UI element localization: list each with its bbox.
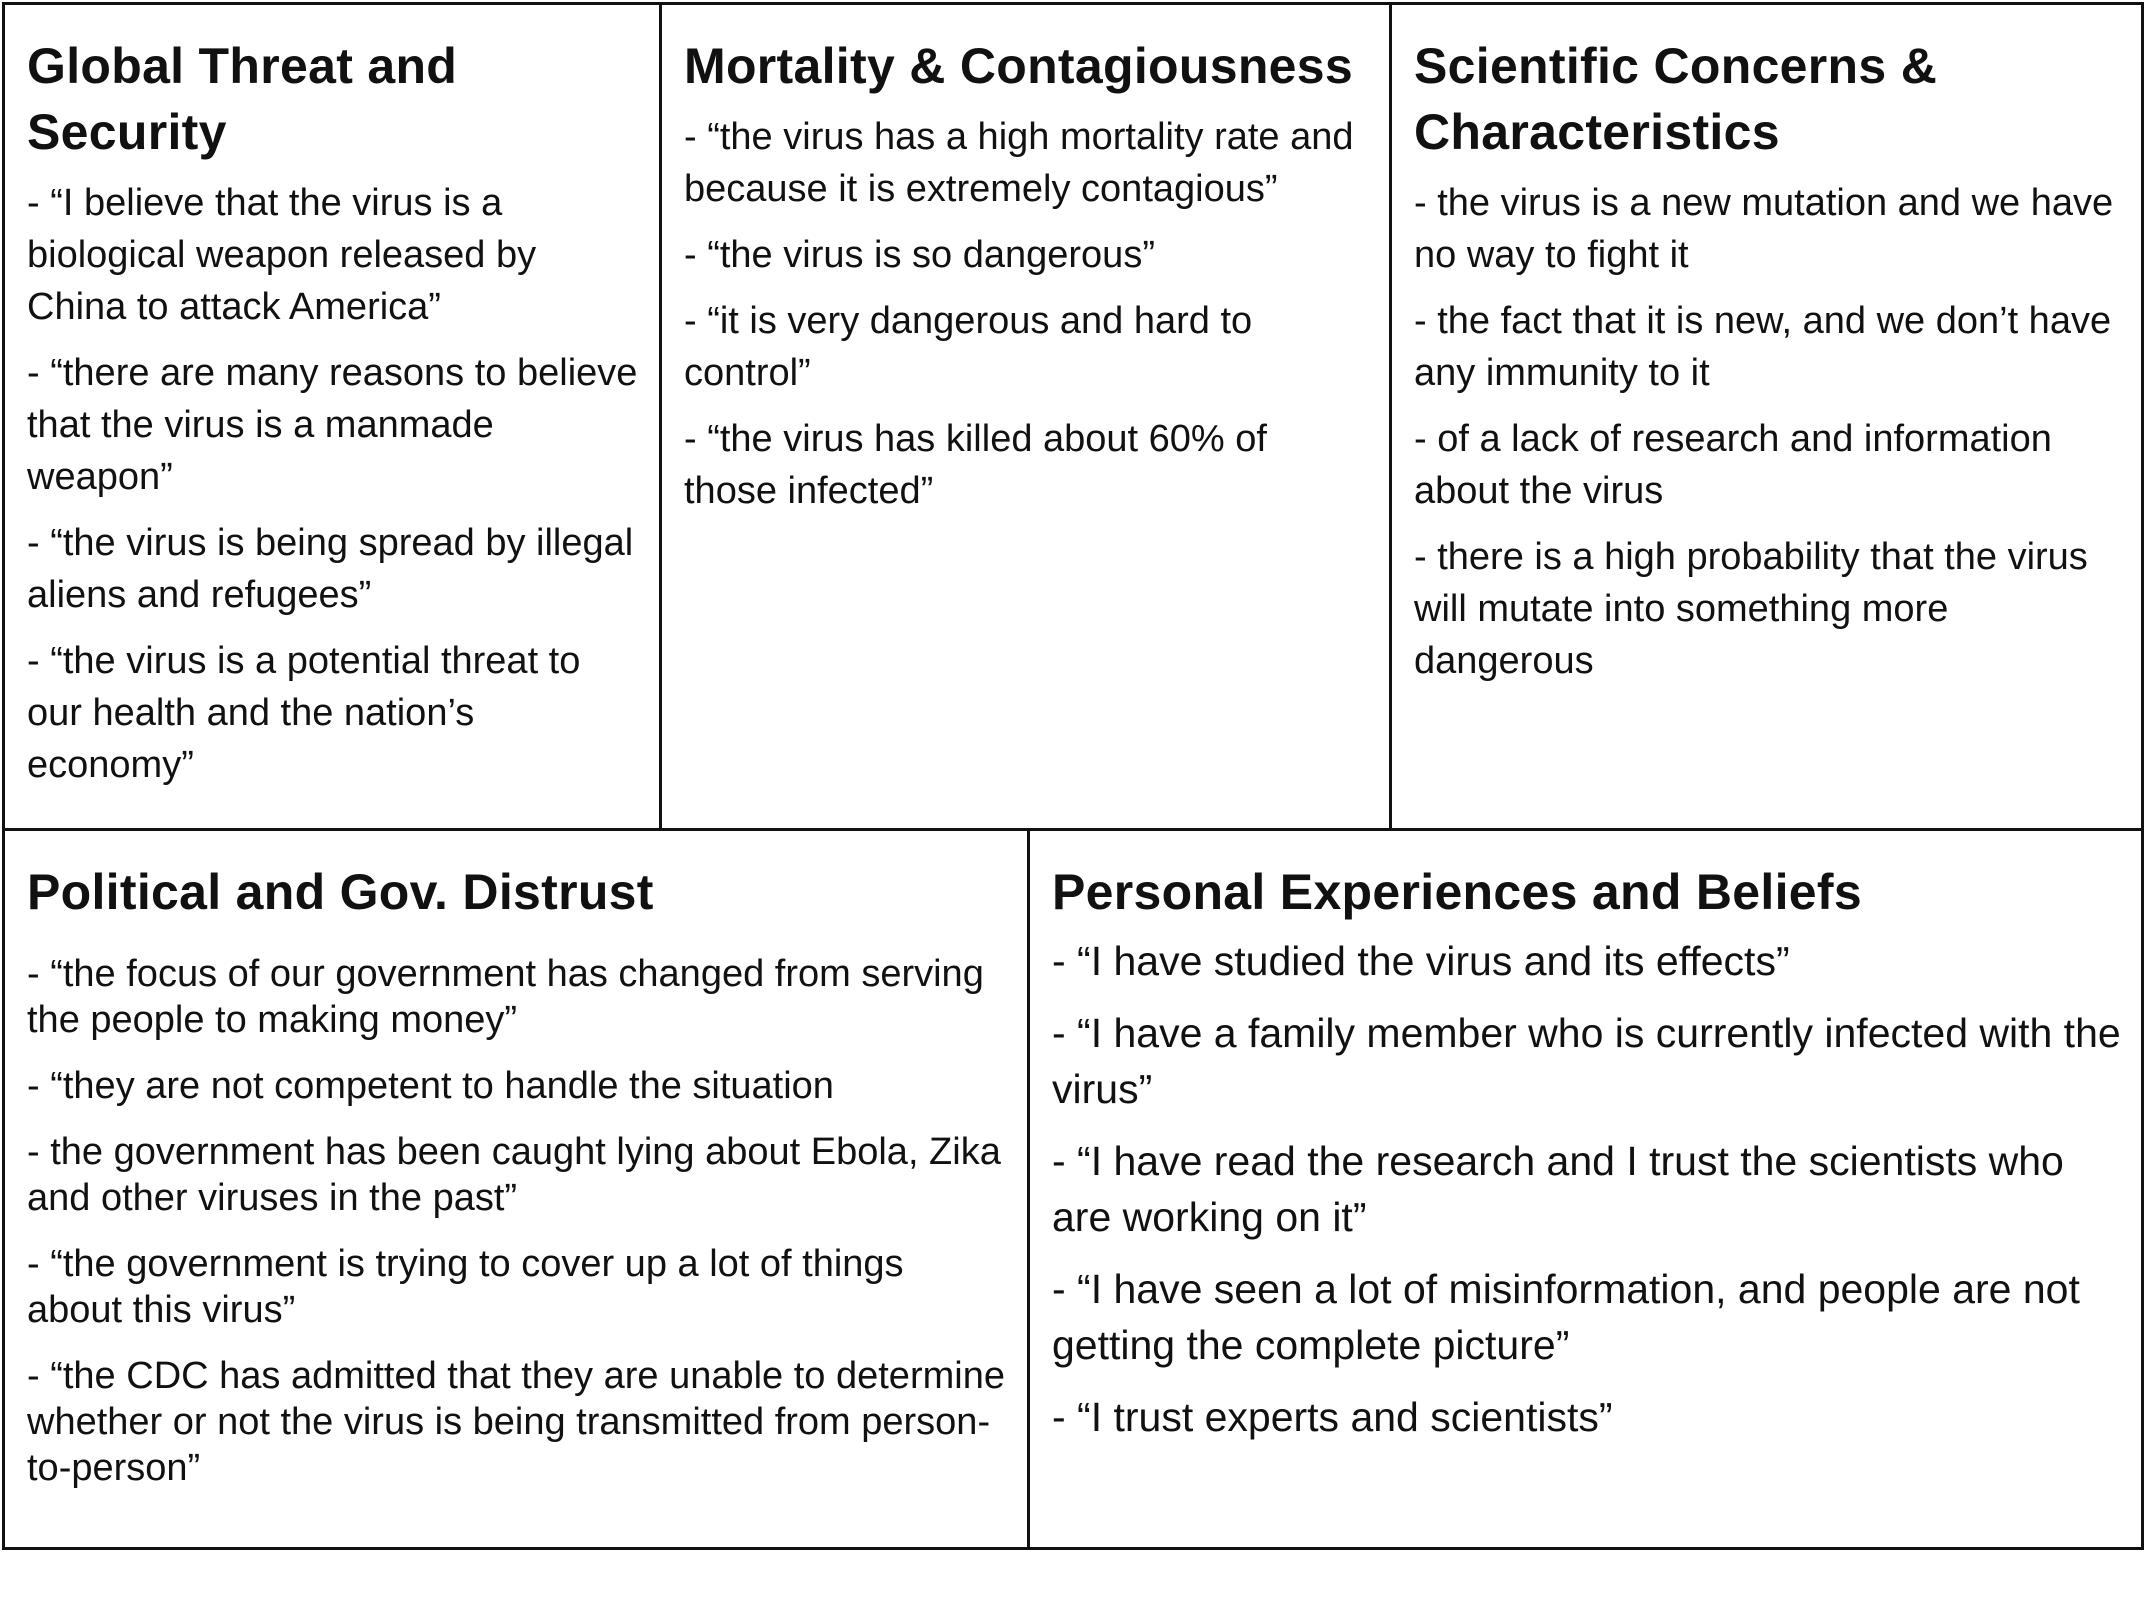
panel-political-distrust: Political and Gov. Distrust - “the focus… xyxy=(5,831,1027,1547)
quote-list: - “the focus of our government has chang… xyxy=(27,951,1007,1491)
quote-item: - “there are many reasons to believe tha… xyxy=(27,352,638,498)
quote-list: - the virus is a new mutation and we hav… xyxy=(1414,177,2121,687)
quote-item: - “the virus is so dangerous” xyxy=(684,234,1155,276)
quote-item: - “I have read the research and I trust … xyxy=(1052,1138,2064,1240)
panel-title: Political and Gov. Distrust xyxy=(27,864,654,920)
quote-item: - the government has been caught lying a… xyxy=(27,1131,1001,1219)
quote-list: - “I have studied the virus and its effe… xyxy=(1052,933,2121,1445)
quote-item: - “it is very dangerous and hard to cont… xyxy=(684,300,1253,394)
panel-scientific-concerns: Scientific Concerns & Characteristics - … xyxy=(1389,5,2141,828)
quote-item: - there is a high probability that the v… xyxy=(1414,536,2088,682)
quote-item: - “the virus has a high mortality rate a… xyxy=(684,116,1354,210)
quote-item: - “I believe that the virus is a biologi… xyxy=(27,182,537,328)
quote-list: - “I believe that the virus is a biologi… xyxy=(27,177,639,791)
quote-item: - the virus is a new mutation and we hav… xyxy=(1414,182,2114,276)
theme-table: Global Threat and Security - “I believe … xyxy=(2,2,2144,1550)
panel-title: Personal Experiences and Beliefs xyxy=(1052,864,1862,920)
quote-item: - the fact that it is new, and we don’t … xyxy=(1414,300,2112,394)
quote-item: - “I have studied the virus and its effe… xyxy=(1052,938,1790,984)
quote-item: - “the CDC has admitted that they are un… xyxy=(27,1355,1005,1489)
panel-global-threat: Global Threat and Security - “I believe … xyxy=(5,5,659,828)
quote-item: - “I trust experts and scientists” xyxy=(1052,1394,1613,1440)
quote-item: - “the virus is being spread by illegal … xyxy=(27,522,634,616)
quote-item: - “the virus has killed about 60% of tho… xyxy=(684,418,1267,512)
panel-title: Global Threat and Security xyxy=(27,38,458,160)
quote-list: - “the virus has a high mortality rate a… xyxy=(684,111,1369,517)
quote-item: - “the government is trying to cover up … xyxy=(27,1243,904,1331)
quote-item: - of a lack of research and information … xyxy=(1414,418,2052,512)
quote-item: - “I have seen a lot of misinformation, … xyxy=(1052,1266,2080,1368)
panel-personal-experiences: Personal Experiences and Beliefs - “I ha… xyxy=(1027,831,2141,1547)
panel-title: Scientific Concerns & Characteristics xyxy=(1414,38,1938,160)
quote-item: - “the virus is a potential threat to ou… xyxy=(27,640,581,786)
top-row: Global Threat and Security - “I believe … xyxy=(5,5,2141,831)
bottom-row: Political and Gov. Distrust - “the focus… xyxy=(5,831,2141,1547)
panel-title: Mortality & Contagiousness xyxy=(684,38,1353,94)
quote-item: - “I have a family member who is current… xyxy=(1052,1010,2121,1112)
quote-item: - “they are not competent to handle the … xyxy=(27,1065,834,1107)
panel-mortality: Mortality & Contagiousness - “the virus … xyxy=(659,5,1389,828)
quote-item: - “the focus of our government has chang… xyxy=(27,953,984,1041)
